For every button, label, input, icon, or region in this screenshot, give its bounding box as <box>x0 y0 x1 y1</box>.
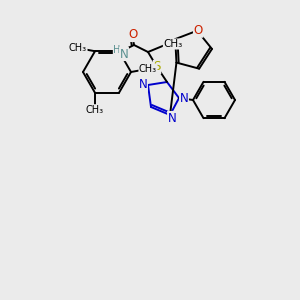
Text: CH₃: CH₃ <box>69 43 87 53</box>
Text: O: O <box>128 28 138 41</box>
Text: N: N <box>139 79 147 92</box>
Text: H: H <box>113 45 121 55</box>
Text: CH₃: CH₃ <box>86 105 104 115</box>
Text: S: S <box>153 61 161 74</box>
Text: N: N <box>180 92 188 104</box>
Text: N: N <box>120 47 128 61</box>
Text: N: N <box>168 112 176 124</box>
Text: O: O <box>194 24 203 37</box>
Text: CH₃: CH₃ <box>139 64 157 74</box>
Text: CH₃: CH₃ <box>164 39 183 49</box>
